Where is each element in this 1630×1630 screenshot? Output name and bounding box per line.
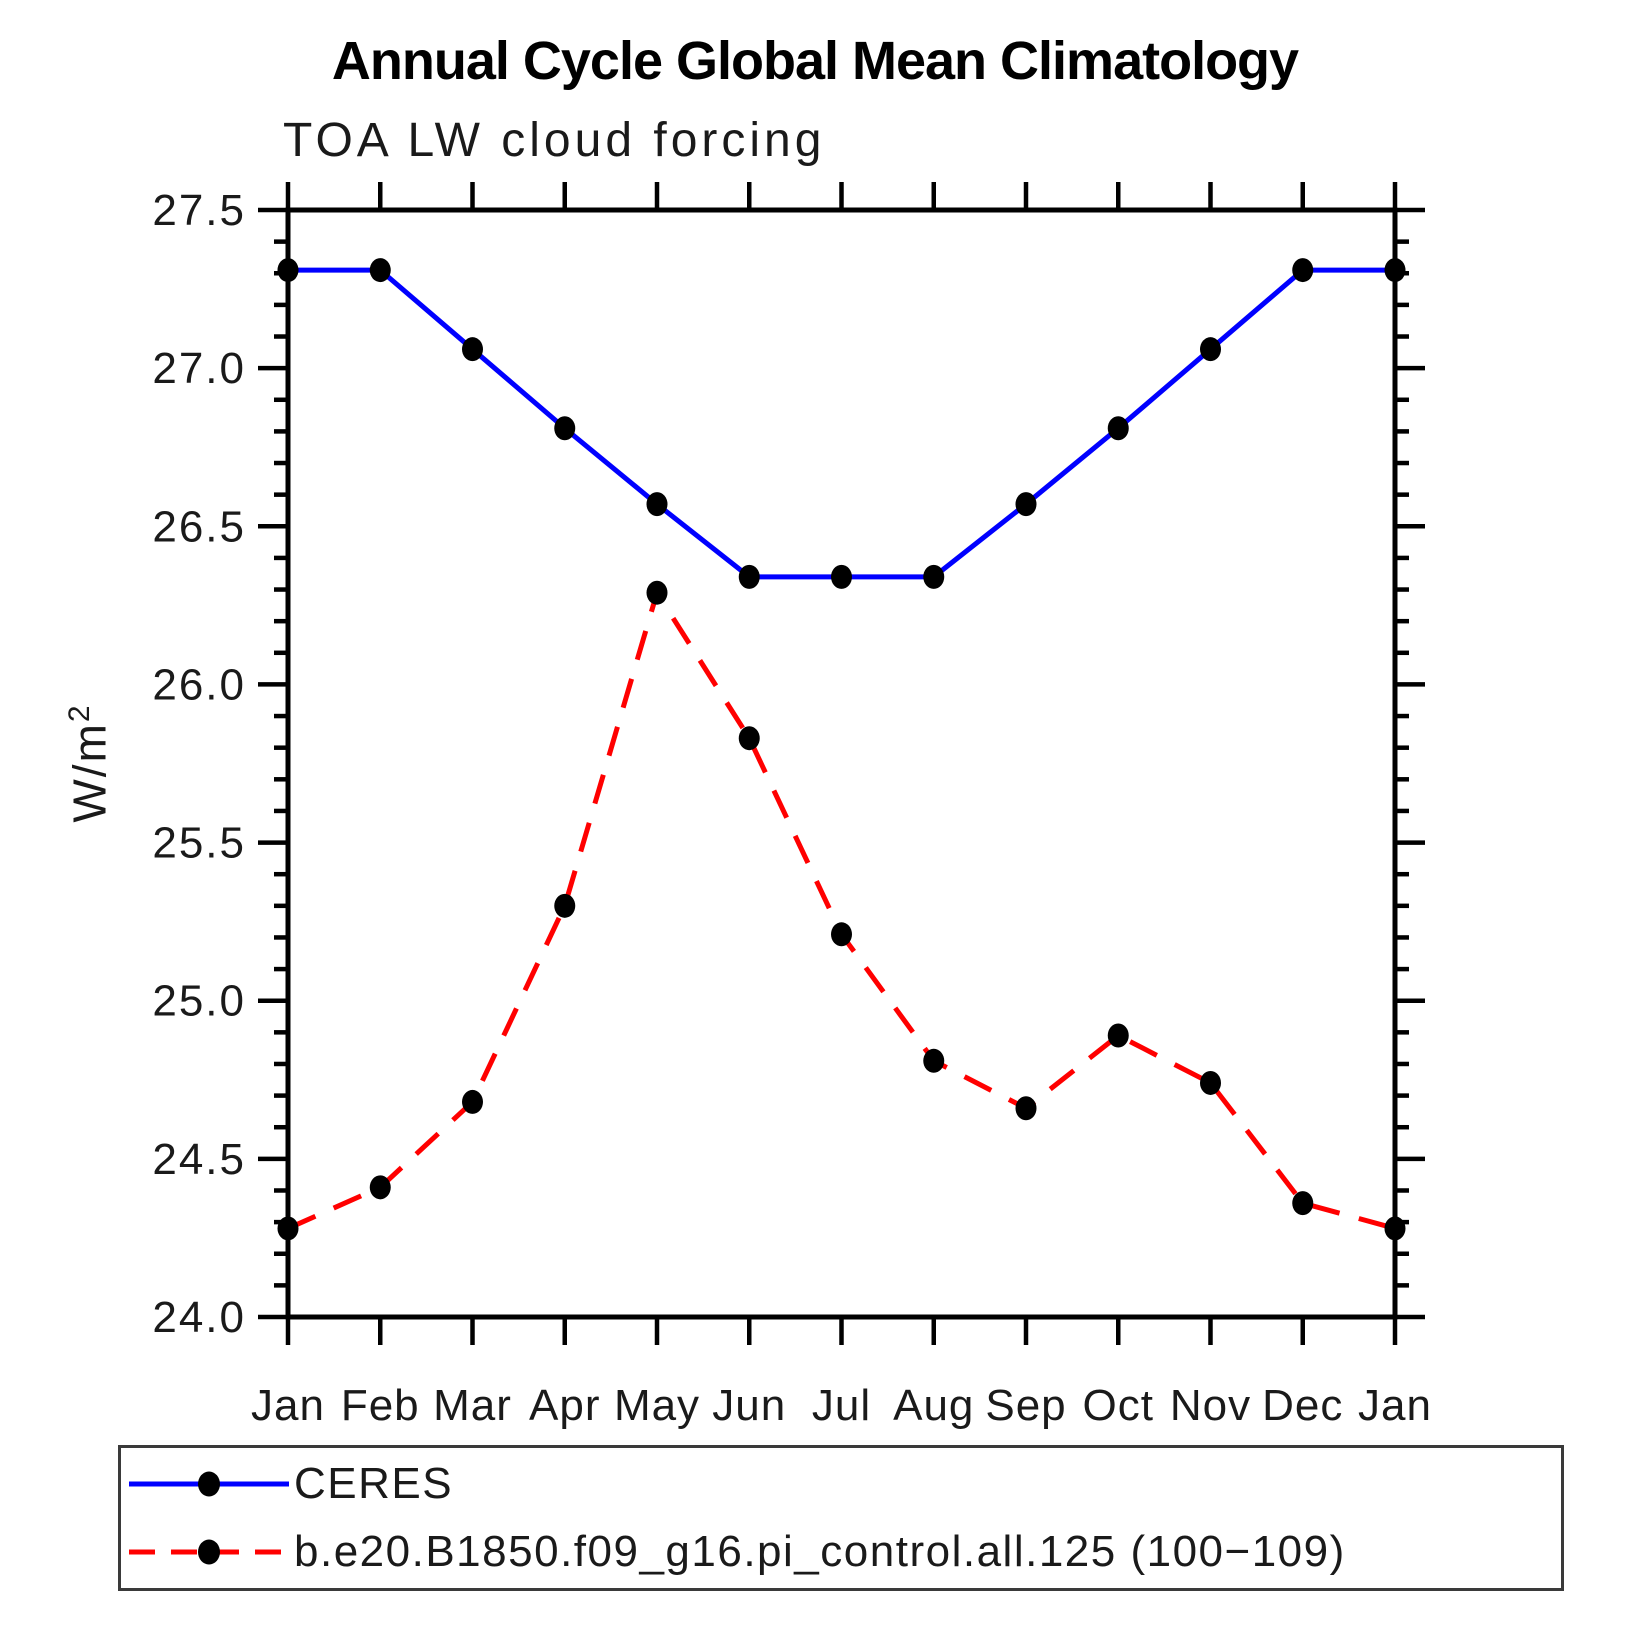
y-tick-label: 24.0 — [152, 1293, 246, 1342]
x-tick-label: Oct — [1083, 1381, 1154, 1430]
x-tick-label: Jun — [712, 1381, 786, 1430]
data-point-marker — [646, 492, 668, 517]
legend-label-model: b.e20.B1850.f09_g16.pi_control.all.125 (… — [294, 1527, 1346, 1576]
chart-subtitle: TOA LW cloud forcing — [283, 114, 826, 167]
x-tick-label: May — [614, 1381, 700, 1430]
data-point-marker — [277, 258, 299, 283]
data-point-marker — [646, 580, 668, 605]
legend-label-ceres: CERES — [294, 1459, 454, 1508]
data-point-marker — [1292, 258, 1314, 283]
y-tick-label: 24.5 — [152, 1135, 246, 1184]
data-point-marker — [738, 564, 760, 589]
data-point-marker — [462, 1089, 483, 1114]
x-tick-label: Nov — [1170, 1381, 1251, 1430]
x-tick-label: Sep — [985, 1381, 1066, 1430]
legend-sample-line-solid — [129, 1471, 289, 1497]
x-tick-label: Feb — [341, 1381, 420, 1430]
y-tick-label: 25.5 — [152, 819, 246, 868]
y-tick-label: 27.5 — [152, 186, 246, 235]
chart-title: Annual Cycle Global Mean Climatology — [331, 31, 1299, 91]
x-tick-label: Jan — [1358, 1381, 1432, 1430]
x-tick-label: Apr — [529, 1381, 600, 1430]
legend-row-model: b.e20.B1850.f09_g16.pi_control.all.125 (… — [121, 1523, 1561, 1581]
data-point-marker — [1200, 337, 1221, 362]
legend-marker-icon — [198, 1539, 220, 1565]
data-point-marker — [923, 1048, 945, 1073]
x-tick-label: Mar — [433, 1381, 512, 1430]
series-line-ceres — [288, 267, 1395, 580]
data-point-marker — [831, 922, 852, 947]
series-line-model — [286, 586, 1396, 1231]
data-point-marker — [1015, 492, 1037, 517]
y-tick-label: 26.5 — [152, 502, 246, 551]
x-tick-label: Jan — [251, 1381, 325, 1430]
legend-sample-line-dashed — [129, 1539, 289, 1565]
x-tick-label: Dec — [1262, 1381, 1343, 1430]
legend-marker-icon — [198, 1471, 220, 1497]
data-point-marker — [1384, 1216, 1406, 1241]
x-tick-label: Aug — [893, 1381, 974, 1430]
data-point-marker — [1015, 1096, 1037, 1121]
data-point-marker — [554, 893, 576, 918]
data-point-marker — [1384, 258, 1406, 283]
legend-row-ceres: CERES — [121, 1455, 1561, 1513]
x-tick-label: Jul — [812, 1381, 871, 1430]
y-tick-label: 25.0 — [152, 977, 246, 1026]
legend: CERES b.e20.B1850.f09_g16.pi_control.all… — [118, 1445, 1564, 1591]
data-point-marker — [1292, 1191, 1314, 1216]
y-tick-label: 27.0 — [152, 344, 246, 393]
data-point-marker — [923, 564, 945, 589]
data-point-marker — [1107, 416, 1129, 441]
data-point-marker — [369, 258, 391, 283]
data-point-marker — [462, 337, 483, 362]
data-point-marker — [738, 726, 760, 751]
data-point-marker — [369, 1175, 391, 1200]
plot-frame — [285, 207, 1398, 1320]
data-point-marker — [831, 564, 852, 589]
y-tick-label: 26.0 — [152, 660, 246, 709]
data-point-marker — [554, 416, 576, 441]
data-point-marker — [1200, 1070, 1221, 1095]
data-point-marker — [277, 1216, 299, 1241]
data-point-marker — [1107, 1023, 1129, 1048]
